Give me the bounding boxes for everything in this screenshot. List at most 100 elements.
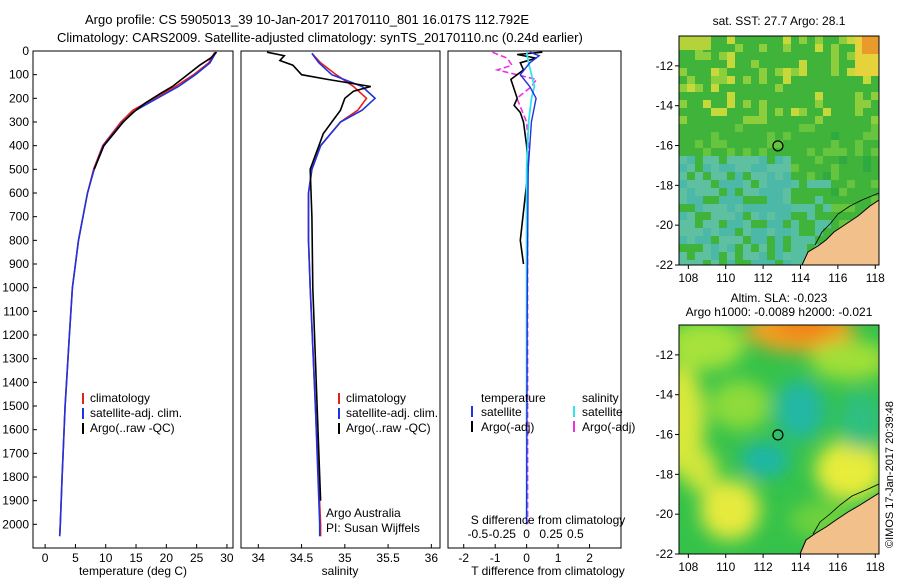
depth-tick-label-900: 900 [9,257,29,271]
sal-tick-label-36: 36 [425,551,439,565]
legend-t-argo-label: Argo(-adj) [481,420,534,434]
depth-tick-label-800: 800 [9,233,29,247]
sst-lon-tick-label-114: 114 [791,271,810,285]
depth-tick-label-700: 700 [9,210,29,224]
sst-lon-tick-label-108: 108 [678,271,698,285]
sla-y-ticks: -12 -14 -16 -18 -20 -22 [656,348,679,561]
sla-lat-tick-label--16: -16 [656,428,674,442]
temp-tick-label-20: 20 [160,551,174,565]
sla-lat-tick-label--12: -12 [656,348,674,362]
depth-tick-label-1300: 1300 [2,352,29,366]
salinity-panel: 34 34.5 35 35.5 36 salinity climatology sate… [240,50,441,578]
depth-tick-label-1000: 1000 [2,281,29,295]
sla-isobath [812,483,879,535]
temp-tick-label-15: 15 [129,551,143,565]
sst-coastline [801,199,879,265]
depth-tick-label-1200: 1200 [2,328,29,342]
depth-tick-label-300: 300 [9,115,29,129]
sal-tick-label-34-5: 34.5 [290,551,314,565]
sst-isobath [814,192,879,246]
tdiff-tick-label-0: 0 [523,551,530,565]
sst-lat-tick-label--18: -18 [656,178,674,192]
tdiff-tick-label--1: -1 [490,551,501,565]
depth-tick-label-1500: 1500 [2,399,29,413]
sla-map-subtitle: Argo h1000: -0.0089 h2000: -0.021 [686,305,873,319]
salinity-series [266,51,377,537]
sst-lon-tick-label-112: 112 [754,271,773,285]
temp-tick-label-25: 25 [190,551,204,565]
legend-temperature-title: temperature [481,391,546,405]
sst-land [802,200,879,265]
sal-tick-label-35-5: 35.5 [376,551,400,565]
tdiff-tick-label--2: -2 [458,551,469,565]
legend-t-satellite-label: satellite [481,405,522,419]
header-line2: Climatology: CARS2009. Satellite-adjuste… [57,30,583,45]
sla-argo-marker [772,429,784,441]
sdiff-tick-label--0-25: -0.25 [489,527,517,541]
salinity-x-ticks: 34 34.5 35 35.5 36 [252,544,439,565]
sal-legend-climatology-label: climatology [346,391,406,405]
difference-axes-frame [447,50,622,549]
depth-tick-label-1100: 1100 [3,304,29,318]
temp-argo-line [93,51,218,170]
temperature-x-ticks: 0 5 10 15 20 25 30 [42,544,234,565]
temp-tick-label-5: 5 [72,551,79,565]
depth-tick-label-200: 200 [9,91,29,105]
sla-lon-tick-label-116: 116 [828,560,847,574]
sla-lon-tick-label-112: 112 [754,560,773,574]
legend-satellite-label: satellite-adj. clim. [90,406,182,420]
sla-map-frame [678,324,880,555]
difference-x-ticks: -2 -1 0 1 2 -0.5 -0.25 0 0.25 0.5 [458,527,593,565]
depth-tick-label-500: 500 [9,162,29,176]
sla-lon-tick-label-114: 114 [791,560,810,574]
sla-map-title: Altim. SLA: -0.023 [731,291,828,305]
depth-tick-label-1400: 1400 [2,375,29,389]
sla-lat-tick-label--20: -20 [656,507,674,521]
temperature-xlabel: temperature (deg C) [79,564,187,578]
legend-salinity-title: salinity [582,391,619,405]
sal-tick-label-34: 34 [252,551,266,565]
depth-tick-label-1900: 1900 [2,494,29,508]
difference-panel: -2 -1 0 1 2 -0.5 -0.25 0 0.25 0.5 S difference fr… [447,50,635,578]
sst-map-frame [678,35,880,266]
sal-argo-line [266,51,372,501]
sla-map-field [679,325,879,554]
sdiff-tick-label--0-5: -0.5 [468,527,489,541]
sla-lat-tick-label--22: -22 [656,547,674,561]
depth-tick-label-1700: 1700 [2,446,29,460]
depth-tick-label-1600: 1600 [2,423,29,437]
sdiff-satellite-line [525,52,536,525]
sdiff-tick-label-0-25: 0.25 [539,527,563,541]
sla-coastline [799,492,879,554]
temp-tick-label-10: 10 [99,551,113,565]
sla-lon-tick-label-108: 108 [678,560,698,574]
tdiff-satellite-line [519,51,541,525]
depth-tick-label-2000: 2000 [2,517,29,531]
sst-lat-tick-label--14: -14 [656,99,674,113]
sst-lat-tick-label--20: -20 [656,218,674,232]
tdiff-tick-label-1: 1 [555,551,562,565]
sst-y-ticks: -12 -14 -16 -18 -20 -22 [656,59,679,272]
temperature-series [58,51,218,537]
sla-land [800,493,879,554]
sal-tick-label-35: 35 [338,551,352,565]
sst-lat-tick-label--16: -16 [656,139,674,153]
sst-x-ticks: 108 110 112 114 116 118 [678,265,885,285]
temperature-legend: climatology satellite-adj. clim. Argo(..… [82,391,182,435]
legend-climatology-label: climatology [90,391,150,405]
temperature-axes-frame [32,50,234,549]
sal-satellite-line [307,52,377,537]
sal-legend-satellite-label: satellite-adj. clim. [346,406,438,420]
imos-credit: ©IMOS 17-Jan-2017 20:39:48 [884,401,896,548]
temp-tick-label-30: 30 [220,551,234,565]
depth-tick-label-400: 400 [9,139,29,153]
salinity-axes-frame [240,50,441,549]
depth-tick-label-100: 100 [9,68,29,82]
sla-x-ticks: 108 110 112 114 116 118 [678,554,885,574]
sst-map-title: sat. SST: 27.7 Argo: 28.1 [713,14,846,28]
difference-legend: temperature satellite Argo(-adj) salinit… [471,391,635,434]
difference-series [492,51,543,525]
temperature-y-ticks: 0 100 200 300 400 500 600 700 800 900 1000 1100 1200… [2,44,37,531]
sst-map-field [679,36,879,265]
